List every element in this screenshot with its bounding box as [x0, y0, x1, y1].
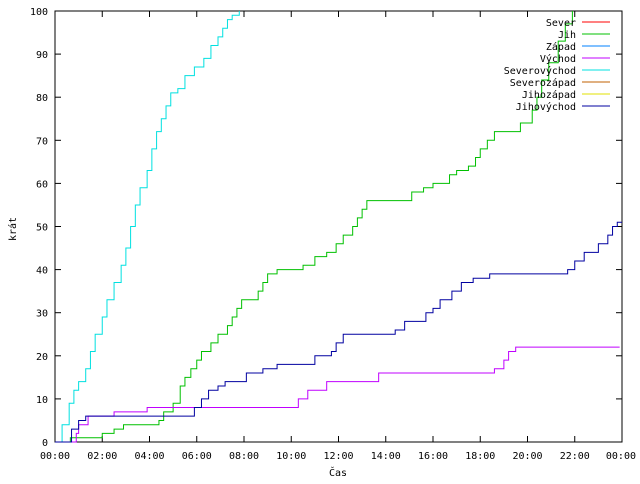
y-tick-label: 20: [36, 352, 48, 363]
legend: SeverJihZápadVýchodSeverovýchodSeverozáp…: [504, 18, 610, 113]
y-tick-label: 10: [36, 395, 48, 406]
series-line-1: [55, 11, 573, 443]
legend-label: Jih: [558, 30, 576, 41]
y-tick-label: 50: [36, 223, 48, 234]
y-tick-label: 80: [36, 93, 48, 104]
y-tick-label: 60: [36, 179, 48, 190]
y-axis-label: krát: [7, 217, 19, 241]
legend-label: Severozápad: [510, 77, 576, 89]
x-axis: 00:00 02:00 04:00 06:00 08:00 10:00 12:00 14:00…: [40, 11, 636, 462]
x-tick-label: 20:00: [512, 451, 542, 462]
y-tick-label: 40: [36, 266, 48, 277]
x-tick-label: 00:00: [606, 451, 636, 462]
legend-label: Jihozápad: [522, 89, 576, 101]
y-tick-label: 30: [36, 309, 48, 320]
x-tick-label: 04:00: [134, 451, 164, 462]
legend-label: Jihovýchod: [516, 101, 576, 113]
x-tick-label: 10:00: [276, 451, 306, 462]
x-tick-label: 14:00: [371, 451, 401, 462]
legend-label: Západ: [546, 41, 576, 53]
x-tick-label: 12:00: [323, 451, 353, 462]
series-layer: [55, 11, 622, 443]
legend-label: Severovýchod: [504, 65, 576, 77]
series-line-3: [55, 346, 620, 443]
x-tick-label: 08:00: [229, 451, 259, 462]
legend-label: Východ: [540, 53, 576, 65]
y-tick-label: 0: [42, 438, 48, 449]
y-tick-label: 90: [36, 50, 48, 61]
x-tick-label: 06:00: [182, 451, 212, 462]
x-tick-label: 02:00: [87, 451, 117, 462]
x-tick-label: 00:00: [40, 451, 70, 462]
legend-label: Sever: [546, 18, 576, 29]
y-tick-label: 100: [30, 7, 48, 18]
series-line-7: [55, 221, 622, 443]
y-axis: 0 10 20 30 40 50 60 70 80 90 100: [30, 7, 622, 449]
series-line-4: [55, 11, 240, 443]
x-axis-label: Čas: [329, 466, 347, 479]
x-tick-label: 22:00: [560, 451, 590, 462]
y-tick-label: 70: [36, 136, 48, 147]
x-tick-label: 16:00: [418, 451, 448, 462]
x-tick-label: 18:00: [465, 451, 495, 462]
